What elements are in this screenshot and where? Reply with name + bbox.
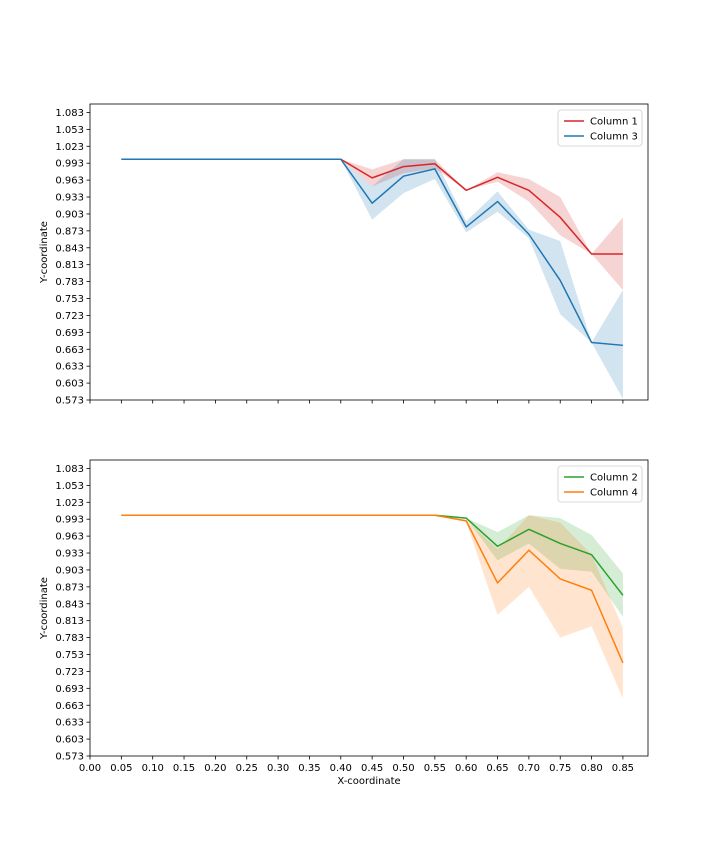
y-tick-label: 0.603 <box>55 379 84 390</box>
y-tick-label: 0.963 <box>55 532 84 543</box>
x-tick-label: 0.40 <box>330 763 352 774</box>
legend: Column 1 Column 3 <box>557 109 643 147</box>
legend-frame <box>557 465 643 503</box>
y-tick-label: 0.783 <box>55 633 84 644</box>
legend-entry: Column 2 <box>590 473 638 484</box>
y-axis-label: Y-coordinate <box>39 577 50 640</box>
y-tick-label: 0.903 <box>55 565 84 576</box>
y-tick-label: 1.023 <box>55 498 84 509</box>
y-tick-label: 0.723 <box>55 311 84 322</box>
legend: Column 2 Column 4 <box>557 465 643 503</box>
y-tick-label: 1.083 <box>55 464 84 475</box>
x-tick-label: 0.20 <box>204 763 226 774</box>
y-tick-label: 0.663 <box>55 345 84 356</box>
y-tick-label: 0.573 <box>55 752 84 763</box>
x-tick-label: 0.55 <box>424 763 446 774</box>
x-tick-label: 0.05 <box>110 763 132 774</box>
y-tick-label: 0.603 <box>55 735 84 746</box>
x-tick-label: 0.35 <box>298 763 320 774</box>
y-tick-label: 1.023 <box>55 142 84 153</box>
x-tick-label: 0.30 <box>267 763 289 774</box>
x-tick-label: 0.50 <box>392 763 414 774</box>
series-line-column-3 <box>121 158 623 347</box>
confidence-band-column-2 <box>121 515 623 617</box>
confidence-band-column-4 <box>121 515 623 699</box>
y-tick-label: 0.873 <box>55 582 84 593</box>
x-tick-label: 0.45 <box>361 763 383 774</box>
x-tick-label: 0.85 <box>612 763 634 774</box>
y-tick-label: 0.693 <box>55 328 84 339</box>
axes-frame <box>89 459 649 757</box>
y-tick-label: 0.993 <box>55 159 84 170</box>
x-tick-label: 0.10 <box>142 763 164 774</box>
x-tick-label: 0.80 <box>580 763 602 774</box>
legend-frame <box>557 109 643 147</box>
legend-entry: Column 4 <box>590 488 638 499</box>
y-tick-label: 0.903 <box>55 209 84 220</box>
plot-area <box>121 158 623 399</box>
x-tick-label: 0.75 <box>549 763 571 774</box>
legend-entry: Column 3 <box>590 132 638 143</box>
x-tick-label: 0.15 <box>173 763 195 774</box>
y-tick-label: 0.813 <box>55 616 84 627</box>
series-line-column-4 <box>121 514 624 664</box>
y-tick-label: 0.783 <box>55 277 84 288</box>
y-axis-label: Y-coordinate <box>39 221 50 284</box>
y-tick-label: 0.753 <box>55 650 84 661</box>
y-tick-label: 0.843 <box>55 599 84 610</box>
y-tick-label: 0.753 <box>55 294 84 305</box>
y-tick-label: 0.633 <box>55 362 84 373</box>
y-tick-label: 0.873 <box>55 226 84 237</box>
bottom-subplot: 0.573 0.603 0.633 0.663 0.693 0.723 0.753 0.783… <box>39 459 649 787</box>
confidence-band-column-1 <box>121 159 623 291</box>
y-tick-label: 1.083 <box>55 108 84 119</box>
x-tick-label: 0.25 <box>236 763 258 774</box>
x-axis-label: X-coordinate <box>337 776 400 787</box>
x-tick-label: 0.70 <box>518 763 540 774</box>
x-tick-label: 0.60 <box>455 763 477 774</box>
y-tick-label: 0.933 <box>55 549 84 560</box>
plot-area <box>121 514 624 699</box>
legend-entry: Column 1 <box>590 117 638 128</box>
y-tick-label: 1.053 <box>55 481 84 492</box>
y-tick-label: 0.843 <box>55 243 84 254</box>
confidence-band-column-3 <box>121 159 623 399</box>
y-tick-label: 0.663 <box>55 701 84 712</box>
y-tick-label: 0.963 <box>55 176 84 187</box>
y-tick-label: 0.993 <box>55 515 84 526</box>
y-tick-label: 0.813 <box>55 260 84 271</box>
axes-frame <box>89 103 649 401</box>
y-tick-label: 0.573 <box>55 396 84 407</box>
x-tick-label: 0.00 <box>79 763 101 774</box>
y-tick-label: 1.053 <box>55 125 84 136</box>
y-tick-label: 0.933 <box>55 193 84 204</box>
y-tick-label: 0.633 <box>55 718 84 729</box>
y-tick-label: 0.693 <box>55 684 84 695</box>
y-tick-label: 0.723 <box>55 667 84 678</box>
top-subplot: 0.573 0.603 0.633 0.663 0.693 0.723 0.753 0.783… <box>39 103 649 407</box>
x-tick-label: 0.65 <box>486 763 508 774</box>
